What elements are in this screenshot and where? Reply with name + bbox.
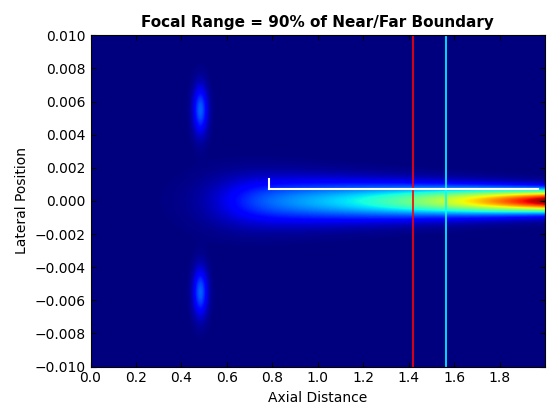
X-axis label: Axial Distance: Axial Distance — [268, 391, 367, 405]
Title: Focal Range = 90% of Near/Far Boundary: Focal Range = 90% of Near/Far Boundary — [141, 15, 494, 30]
Y-axis label: Lateral Position: Lateral Position — [15, 147, 29, 255]
